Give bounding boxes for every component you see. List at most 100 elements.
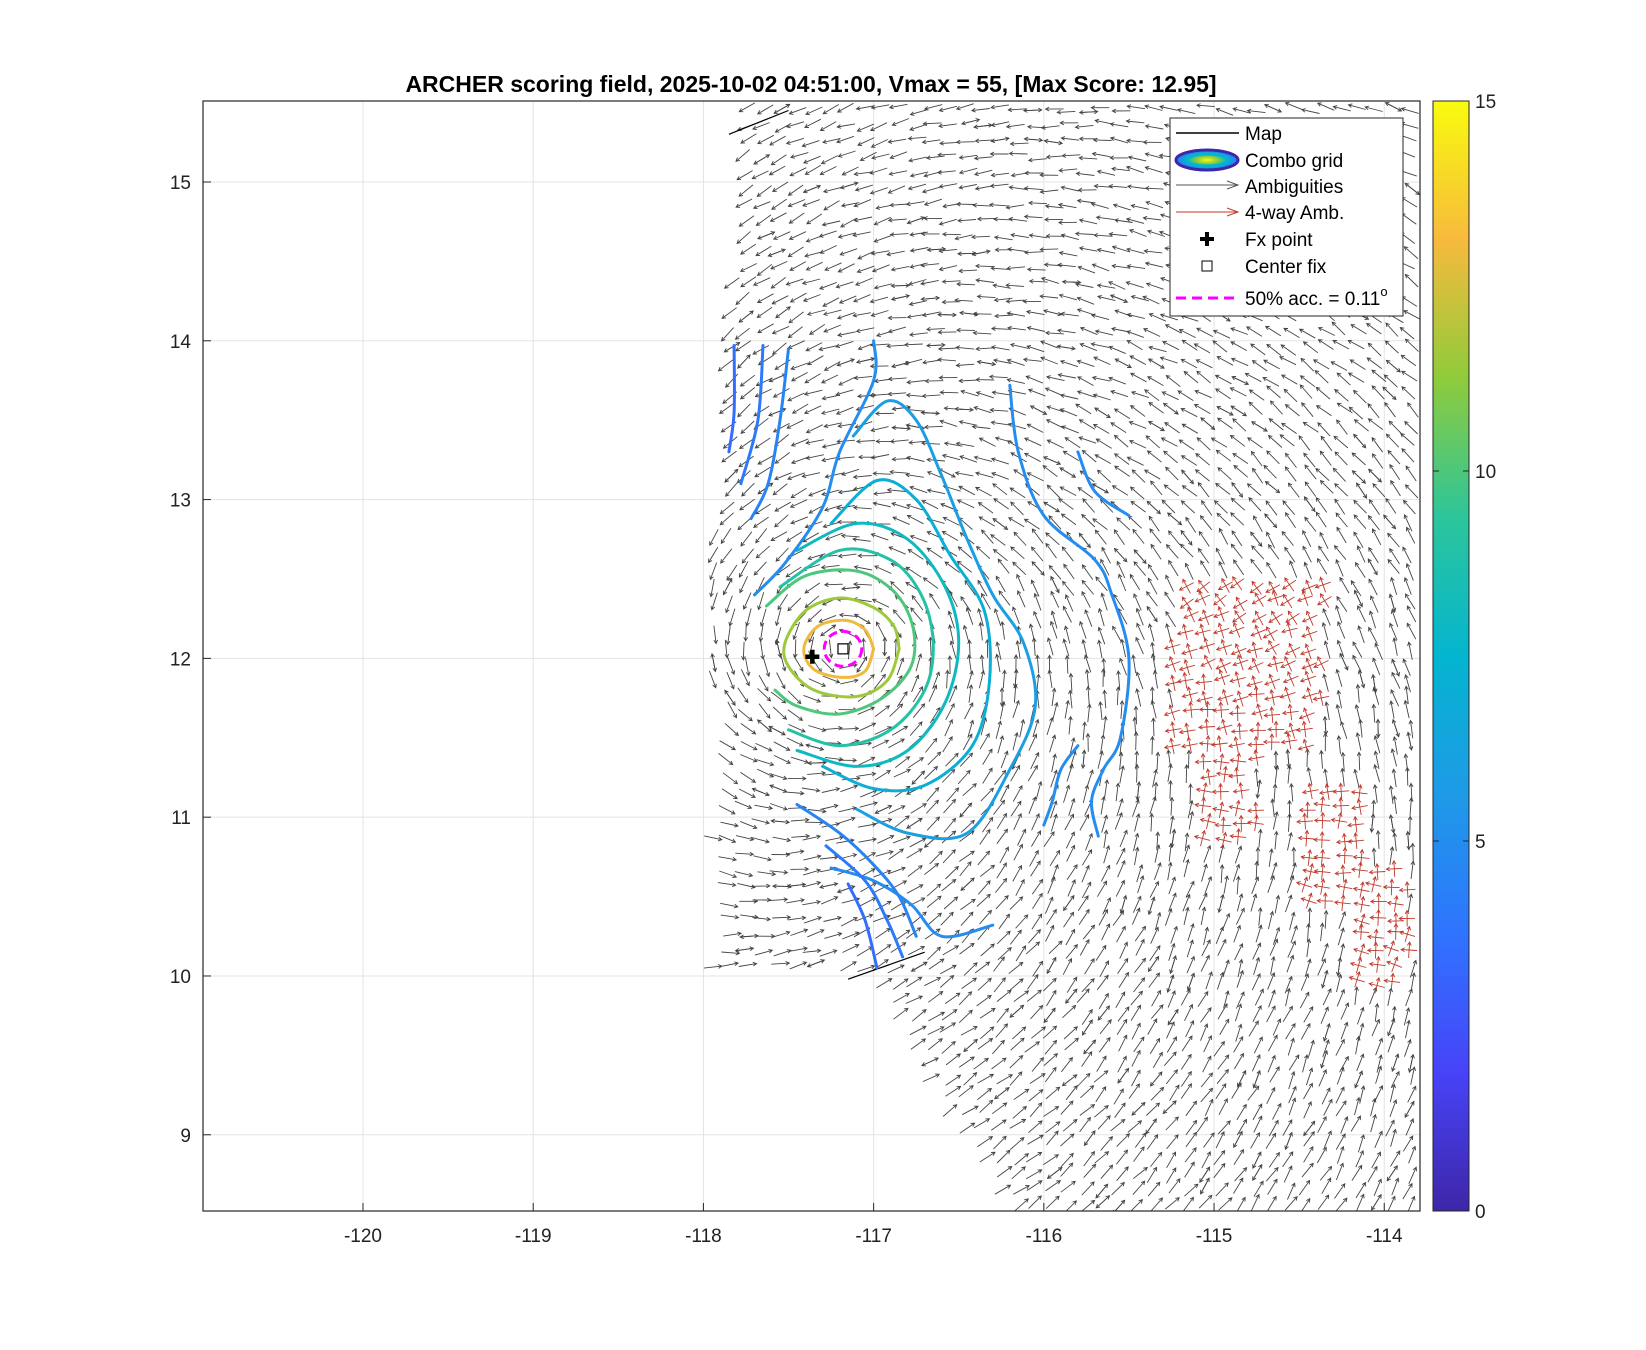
red-ambiguity-arrow [1164,661,1181,669]
ambiguity-arrow [759,608,767,627]
ambiguity-arrow [1339,943,1346,962]
ambiguity-arrow [1401,370,1418,382]
ambiguity-arrow [1031,878,1044,895]
ambiguity-arrow [835,406,854,415]
ambiguity-arrow [978,621,983,641]
red-ambiguity-arrow [1263,695,1281,701]
ambiguity-arrow [1078,533,1091,549]
ambiguity-arrow [989,183,1009,189]
ambiguity-arrow [907,216,926,224]
red-ambiguity-arrow [1280,596,1295,606]
ambiguity-arrow [1284,1132,1293,1151]
ambiguity-arrow [892,426,912,431]
ambiguity-arrow [999,846,1009,864]
ambiguity-arrow [1184,832,1190,852]
ambiguity-arrow [1023,452,1041,463]
red-ambiguity-arrow [1213,594,1227,606]
ambiguity-arrow [926,883,942,897]
ambiguity-arrow [908,300,928,307]
ambiguity-arrow [926,816,941,831]
ambiguity-arrow [1058,168,1078,173]
ambiguity-arrow [1200,1177,1210,1195]
ambiguity-arrow [1400,107,1419,114]
ambiguity-arrow [1213,1162,1226,1179]
ambiguity-arrow [1116,1166,1129,1181]
ambiguity-arrow [1284,894,1293,913]
red-ambiguity-arrow [1212,627,1230,635]
ambiguity-arrow [938,218,957,226]
ambiguity-arrow [1027,157,1047,163]
ambiguity-arrow [790,756,810,764]
ambiguity-arrow [1103,829,1109,849]
ambiguity-arrow [956,560,972,573]
ambiguity-arrow [1032,892,1043,909]
ambiguity-arrow [1135,607,1144,626]
ambiguity-arrow [856,265,875,274]
ambiguity-arrow [805,743,824,751]
ambiguity-arrow [990,121,1010,128]
ambiguity-arrow [804,595,820,609]
ambiguity-arrow [990,345,1010,351]
ambiguity-arrow [1080,750,1086,770]
ambiguity-arrow [1193,404,1211,414]
red-ambiguity-arrow [1280,627,1298,634]
red-ambiguity-arrow [1194,759,1212,765]
ambiguity-arrow [1236,875,1241,895]
ambiguity-arrow [1030,860,1041,877]
ambiguity-arrow [972,249,991,256]
ambiguity-arrow [1128,439,1147,449]
ambiguity-arrow [1136,622,1145,640]
ambiguity-arrow [1133,977,1146,993]
ambiguity-arrow [756,719,772,732]
ambiguity-arrow [1118,1034,1128,1052]
ambiguity-arrow [1403,1007,1411,1026]
ambiguity-arrow [1307,1039,1315,1058]
ambiguity-arrow [857,250,875,260]
ambiguity-arrow [979,1151,996,1163]
ambiguity-arrow [724,468,739,483]
ambiguity-arrow [1150,641,1155,661]
ambiguity-arrow [769,212,787,222]
ambiguity-arrow [1252,1070,1261,1089]
ambiguity-arrow [1391,768,1397,788]
ambiguity-arrow [1232,863,1241,882]
red-ambiguity-arrow [1335,839,1353,845]
ambiguity-arrow [911,594,924,611]
ambiguity-arrow [1337,927,1345,946]
ambiguity-arrow [1077,487,1094,499]
ambiguity-arrow [807,553,826,561]
ambiguity-arrow [740,723,757,735]
ambiguity-arrow [907,865,923,877]
ambiguity-arrow [721,307,737,319]
ambiguity-arrow [1062,957,1073,975]
ambiguity-arrow [963,1072,978,1086]
ambiguity-arrow [887,138,907,144]
ambiguity-arrow [926,342,946,348]
ambiguity-arrow [1334,388,1349,402]
ambiguity-arrow [1385,497,1397,514]
ambiguity-arrow [912,911,927,924]
ambiguity-arrow [1215,926,1224,944]
ambiguity-arrow [1199,515,1213,531]
ambiguity-arrow [1079,1116,1091,1133]
ambiguity-arrow [756,104,774,115]
ambiguity-arrow [1288,1054,1300,1071]
ambiguity-arrow [1076,359,1095,368]
ambiguity-arrow [1062,450,1080,461]
ambiguity-arrow [937,346,957,352]
ambiguity-arrow [709,578,715,598]
ambiguity-arrow [1125,217,1145,224]
ambiguity-arrow [1355,731,1362,751]
ambiguity-arrow [1267,1178,1278,1195]
ambiguity-arrow [756,185,772,197]
ambiguity-arrow [1167,512,1183,526]
ambiguity-arrow [1282,1005,1293,1023]
ambiguity-arrow [790,487,807,499]
ambiguity-arrow [1028,278,1048,284]
ambiguity-arrow [1100,734,1106,753]
ambiguity-arrow [1302,529,1312,548]
ambiguity-arrow [1028,796,1037,814]
red-ambiguity-arrow [1284,646,1301,655]
ambiguity-arrow [1318,545,1330,562]
ambiguity-arrow [856,656,868,673]
